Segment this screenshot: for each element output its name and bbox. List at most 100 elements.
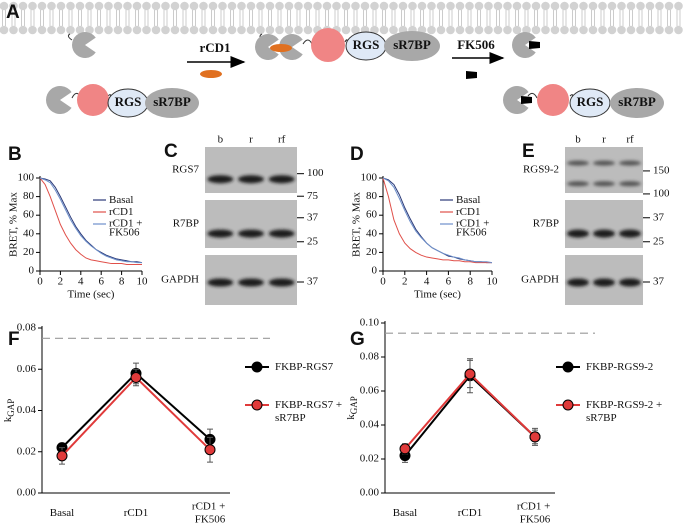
lipid-head (645, 1, 655, 11)
lipid-head (408, 1, 417, 11)
lipid-head (455, 25, 465, 35)
lipid-head (246, 1, 256, 11)
lipid-head (588, 25, 598, 35)
lipid-head (170, 25, 180, 35)
series-line (382, 177, 493, 264)
x-tick-label: 10 (487, 276, 499, 288)
lane-label: r (602, 134, 606, 146)
band (619, 181, 641, 187)
linker (67, 33, 73, 41)
fkbp (255, 33, 279, 60)
lipid-head (626, 1, 636, 11)
band (593, 229, 615, 238)
lipid-head (474, 25, 484, 35)
lipid-head (142, 25, 151, 35)
y-tick-label: 100 (361, 172, 378, 184)
lipid-head (66, 25, 75, 35)
lipid-head (37, 1, 47, 11)
partner-label: sR7BP (393, 37, 431, 52)
lipid-head (531, 25, 541, 35)
lipid-head (370, 1, 379, 11)
y-axis-label: kGAP (2, 399, 17, 423)
lipid-head (341, 1, 351, 11)
legend-label: FKBP-RGS7 + sR7BP (275, 399, 345, 424)
lipid-head (56, 1, 66, 11)
point (56, 450, 68, 462)
lipid-head (607, 25, 617, 35)
lipid-head (322, 1, 332, 11)
lipid-head (484, 25, 493, 35)
step-label: FK506 (457, 37, 495, 52)
row-label: GAPDH (161, 274, 199, 286)
lipid-head (275, 25, 284, 35)
x-tick-label: 0 (380, 276, 386, 288)
partner-label: sR7BP (618, 94, 656, 109)
lipid-head (199, 25, 208, 35)
lipid-head (75, 1, 85, 11)
lipid-head (123, 25, 132, 35)
lipid-head (645, 25, 655, 35)
y-tick-label: 0.02 (360, 453, 379, 465)
x-tick-label: 8 (467, 276, 473, 288)
marker-label: 37 (307, 211, 319, 223)
lipid-head (9, 25, 18, 35)
marker-label: 100 (307, 167, 324, 179)
y-tick-label: 0.04 (17, 404, 37, 416)
lane-label: rf (626, 134, 634, 146)
rgs-label: RGS (353, 37, 380, 52)
lipid-head (436, 1, 446, 11)
lipid-head (94, 1, 104, 11)
y-tick-label: 20 (23, 246, 35, 258)
x-axis-label: Time (sec) (414, 289, 461, 301)
linker (527, 92, 538, 99)
lipid-head (531, 1, 541, 11)
lipid-head (0, 25, 9, 35)
marker-label: 37 (653, 211, 665, 223)
lipid-head (636, 25, 645, 35)
band (238, 229, 264, 238)
y-tick-label: 60 (23, 209, 35, 221)
lipid-head (113, 1, 123, 11)
legend-swatch (251, 399, 263, 411)
band (593, 181, 615, 187)
lipid-head (550, 25, 560, 35)
series-line (39, 177, 142, 265)
lipid-head (113, 25, 123, 35)
legend-label: FKBP-RGS7 (275, 361, 334, 373)
lipid-head (389, 25, 398, 35)
lipid-head (569, 1, 579, 11)
lipid-head (28, 1, 37, 11)
legend-label: FKBP-RGS9-2 (586, 361, 653, 373)
y-tick-label: 0.06 (17, 363, 37, 375)
x-tick-label: 10 (137, 276, 149, 288)
lipid-head (446, 1, 455, 11)
x-tick-label: 4 (78, 276, 84, 288)
y-axis-label-sub: GAP (349, 396, 359, 414)
lipid-head (436, 25, 446, 35)
row-label: GAPDH (521, 274, 559, 286)
y-tick-label: 0.06 (360, 385, 380, 397)
y-tick-label: 80 (366, 190, 378, 202)
lipid-head (237, 25, 246, 35)
schematic (0, 1, 683, 118)
lipid-head (18, 1, 28, 11)
row-label: R7BP (173, 218, 199, 230)
marker-label: 150 (653, 164, 670, 176)
lipid-head (0, 1, 9, 11)
lipid-head (351, 1, 360, 11)
lipid-head (550, 1, 560, 11)
lane-label: r (249, 134, 253, 146)
lipid-head (303, 1, 313, 11)
y-axis-label: BRET, % Max (351, 192, 363, 257)
band (238, 278, 264, 287)
lipid-head (398, 1, 408, 11)
lipid-head (189, 1, 199, 11)
lipid-head (332, 1, 341, 11)
lipid-head (189, 25, 199, 35)
fkbp (502, 86, 529, 115)
lipid-head (607, 1, 617, 11)
panel-label: B (8, 144, 22, 165)
x-tick-label: 2 (402, 276, 408, 288)
series-line (382, 177, 492, 264)
